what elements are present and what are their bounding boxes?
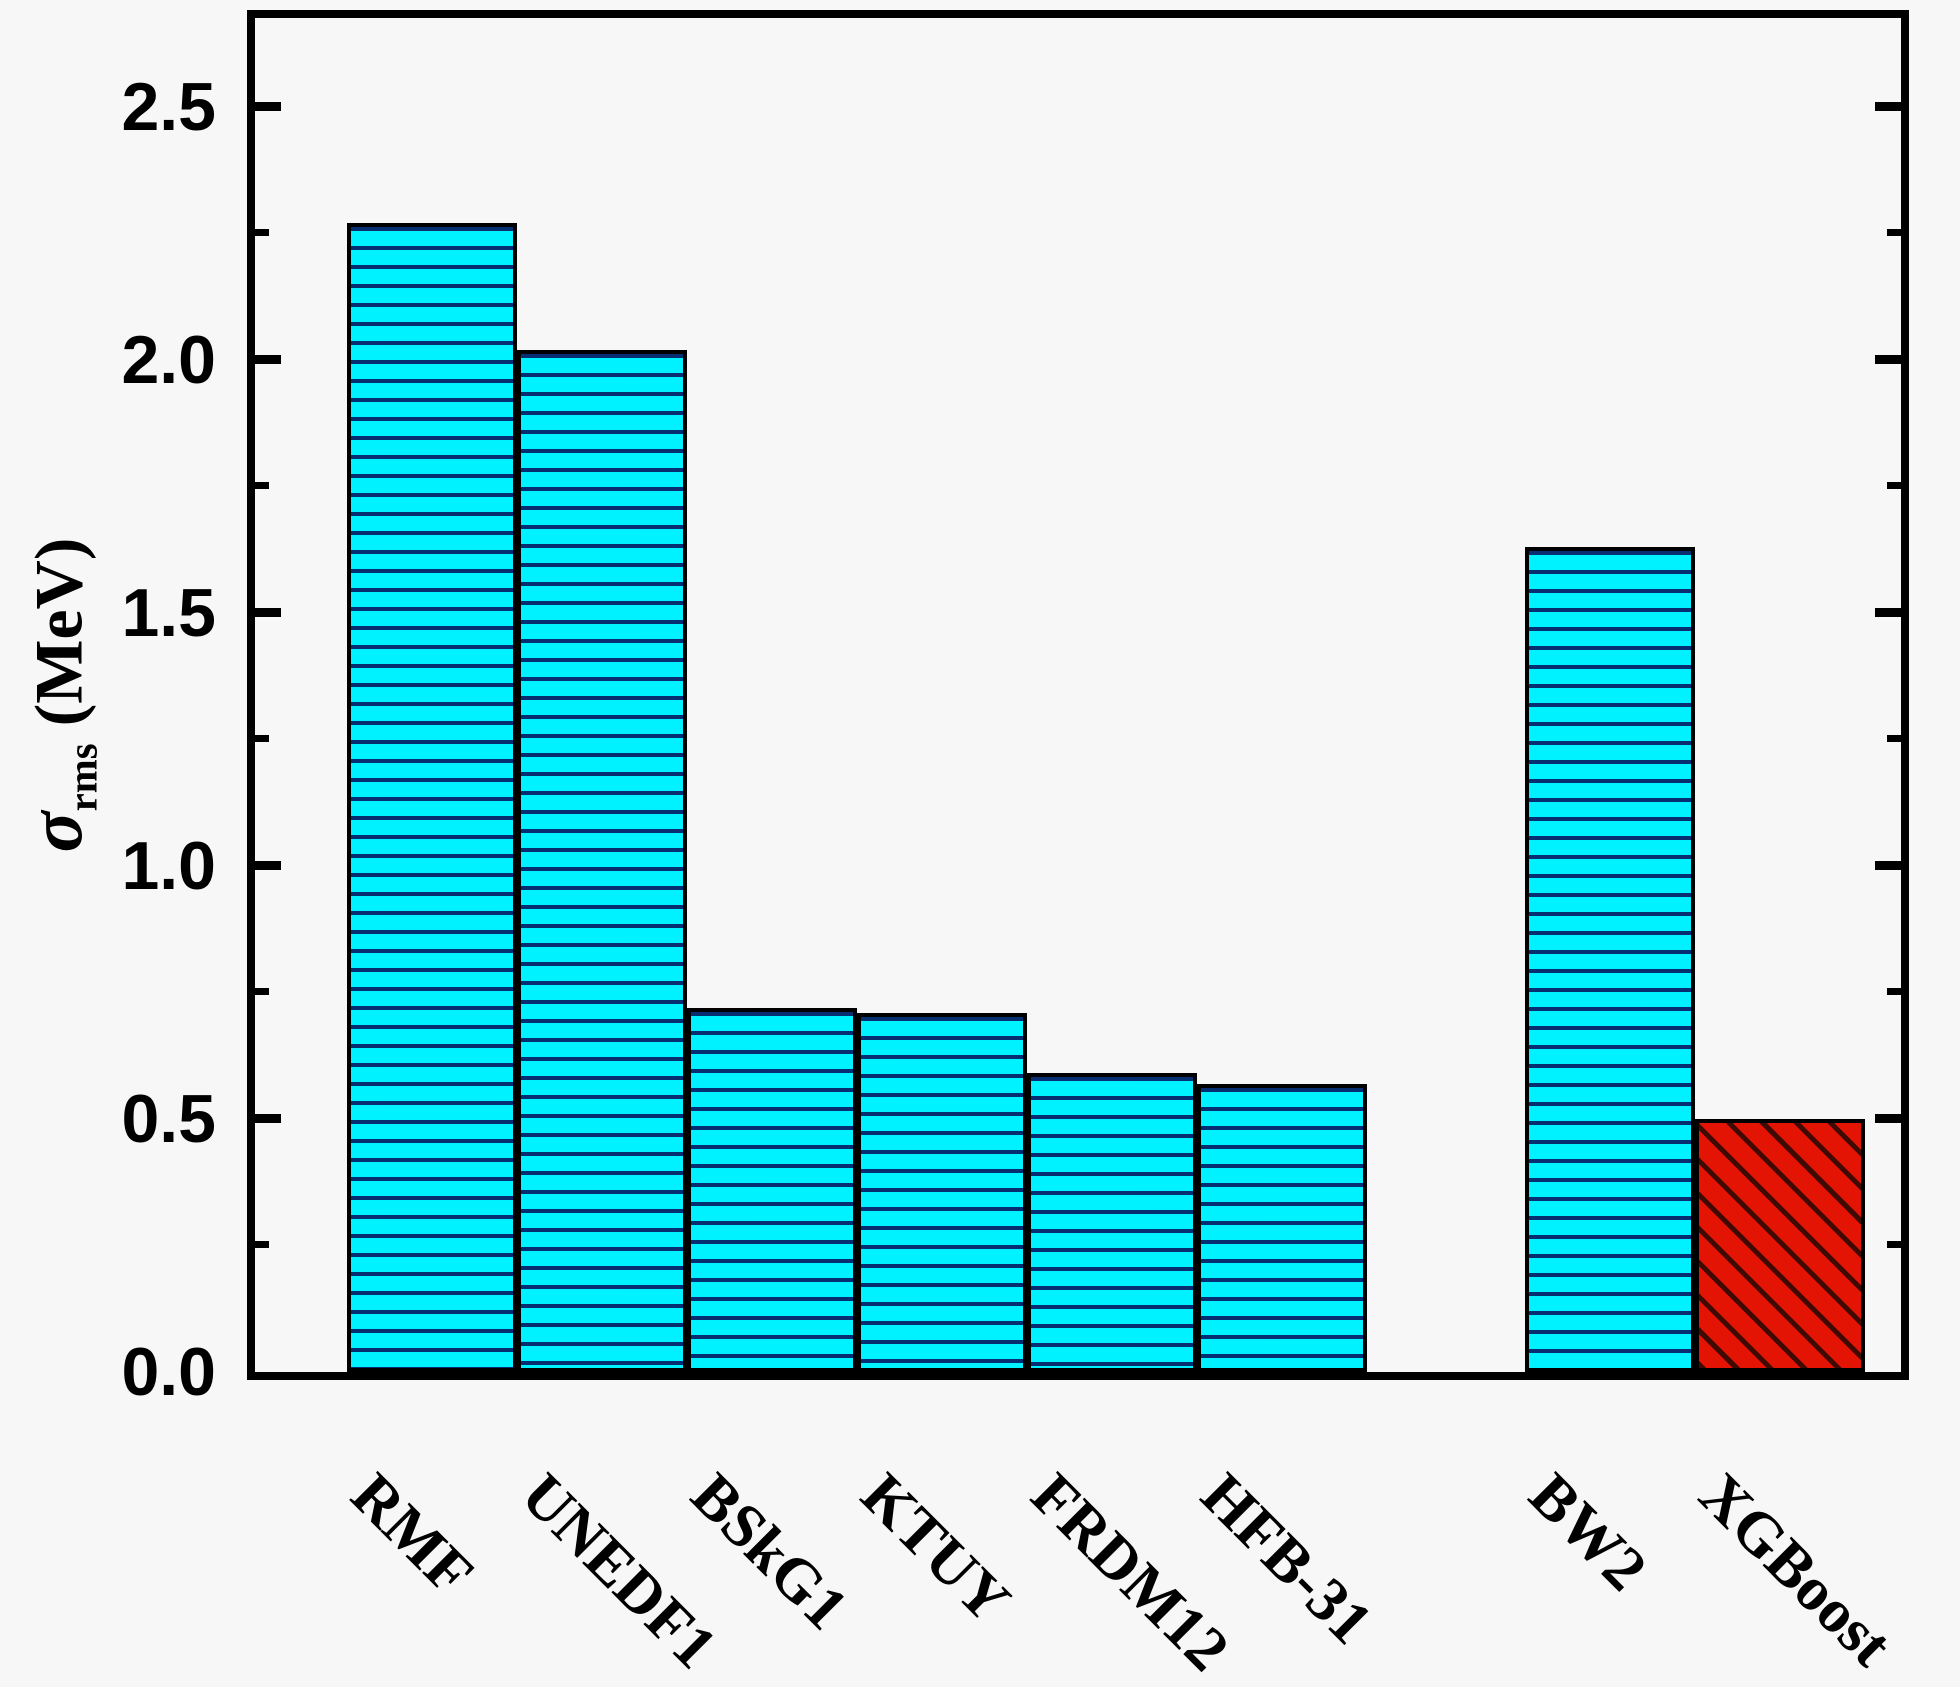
y-major-tick-right — [1875, 608, 1901, 617]
y-major-tick-left — [255, 102, 281, 111]
y-tick-label-1.0: 1.0 — [121, 828, 216, 904]
y-major-tick-left — [255, 355, 281, 364]
y-minor-tick-right — [1887, 735, 1901, 742]
sigma-subscript: rms — [60, 743, 106, 812]
bar-UNEDF1 — [517, 350, 687, 1372]
y-major-tick-right — [1875, 1114, 1901, 1123]
y-major-tick-left — [255, 1114, 281, 1123]
y-tick-label-1.5: 1.5 — [121, 575, 216, 651]
y-tick-label-2.5: 2.5 — [121, 69, 216, 145]
bar-BW2 — [1525, 547, 1695, 1372]
plot-frame — [247, 10, 1909, 1380]
y-minor-tick-right — [1887, 1241, 1901, 1248]
x-tick-label-BW2: BW2 — [1516, 1460, 1660, 1604]
y-minor-tick-left — [255, 988, 269, 995]
y-minor-tick-left — [255, 229, 269, 236]
y-major-tick-right — [1875, 861, 1901, 870]
y-minor-tick-left — [255, 735, 269, 742]
y-major-tick-right — [1875, 102, 1901, 111]
y-minor-tick-right — [1887, 988, 1901, 995]
bar-RMF — [347, 223, 517, 1372]
x-tick-label-RMF: RMF — [338, 1460, 487, 1609]
bar-XGBoost — [1695, 1119, 1865, 1372]
y-minor-tick-right — [1887, 482, 1901, 489]
y-minor-tick-right — [1887, 229, 1901, 236]
y-major-tick-right — [1875, 355, 1901, 364]
y-tick-label-0.0: 0.0 — [121, 1334, 216, 1410]
bar-FRDM12 — [1027, 1073, 1197, 1372]
y-minor-tick-left — [255, 482, 269, 489]
bar-KTUY — [857, 1013, 1027, 1372]
y-major-tick-left — [255, 608, 281, 617]
plot-area — [255, 18, 1901, 1372]
x-tick-label-XGBoost: XGBoost — [1686, 1460, 1905, 1680]
bar-HFB-31 — [1197, 1084, 1367, 1372]
bar-BSkG1 — [687, 1008, 857, 1372]
y-tick-label-2.0: 2.0 — [121, 322, 216, 398]
x-tick-label-KTUY: KTUY — [848, 1460, 1023, 1636]
y-tick-label-0.5: 0.5 — [121, 1081, 216, 1157]
y-minor-tick-left — [255, 1241, 269, 1248]
y-major-tick-left — [255, 861, 281, 870]
